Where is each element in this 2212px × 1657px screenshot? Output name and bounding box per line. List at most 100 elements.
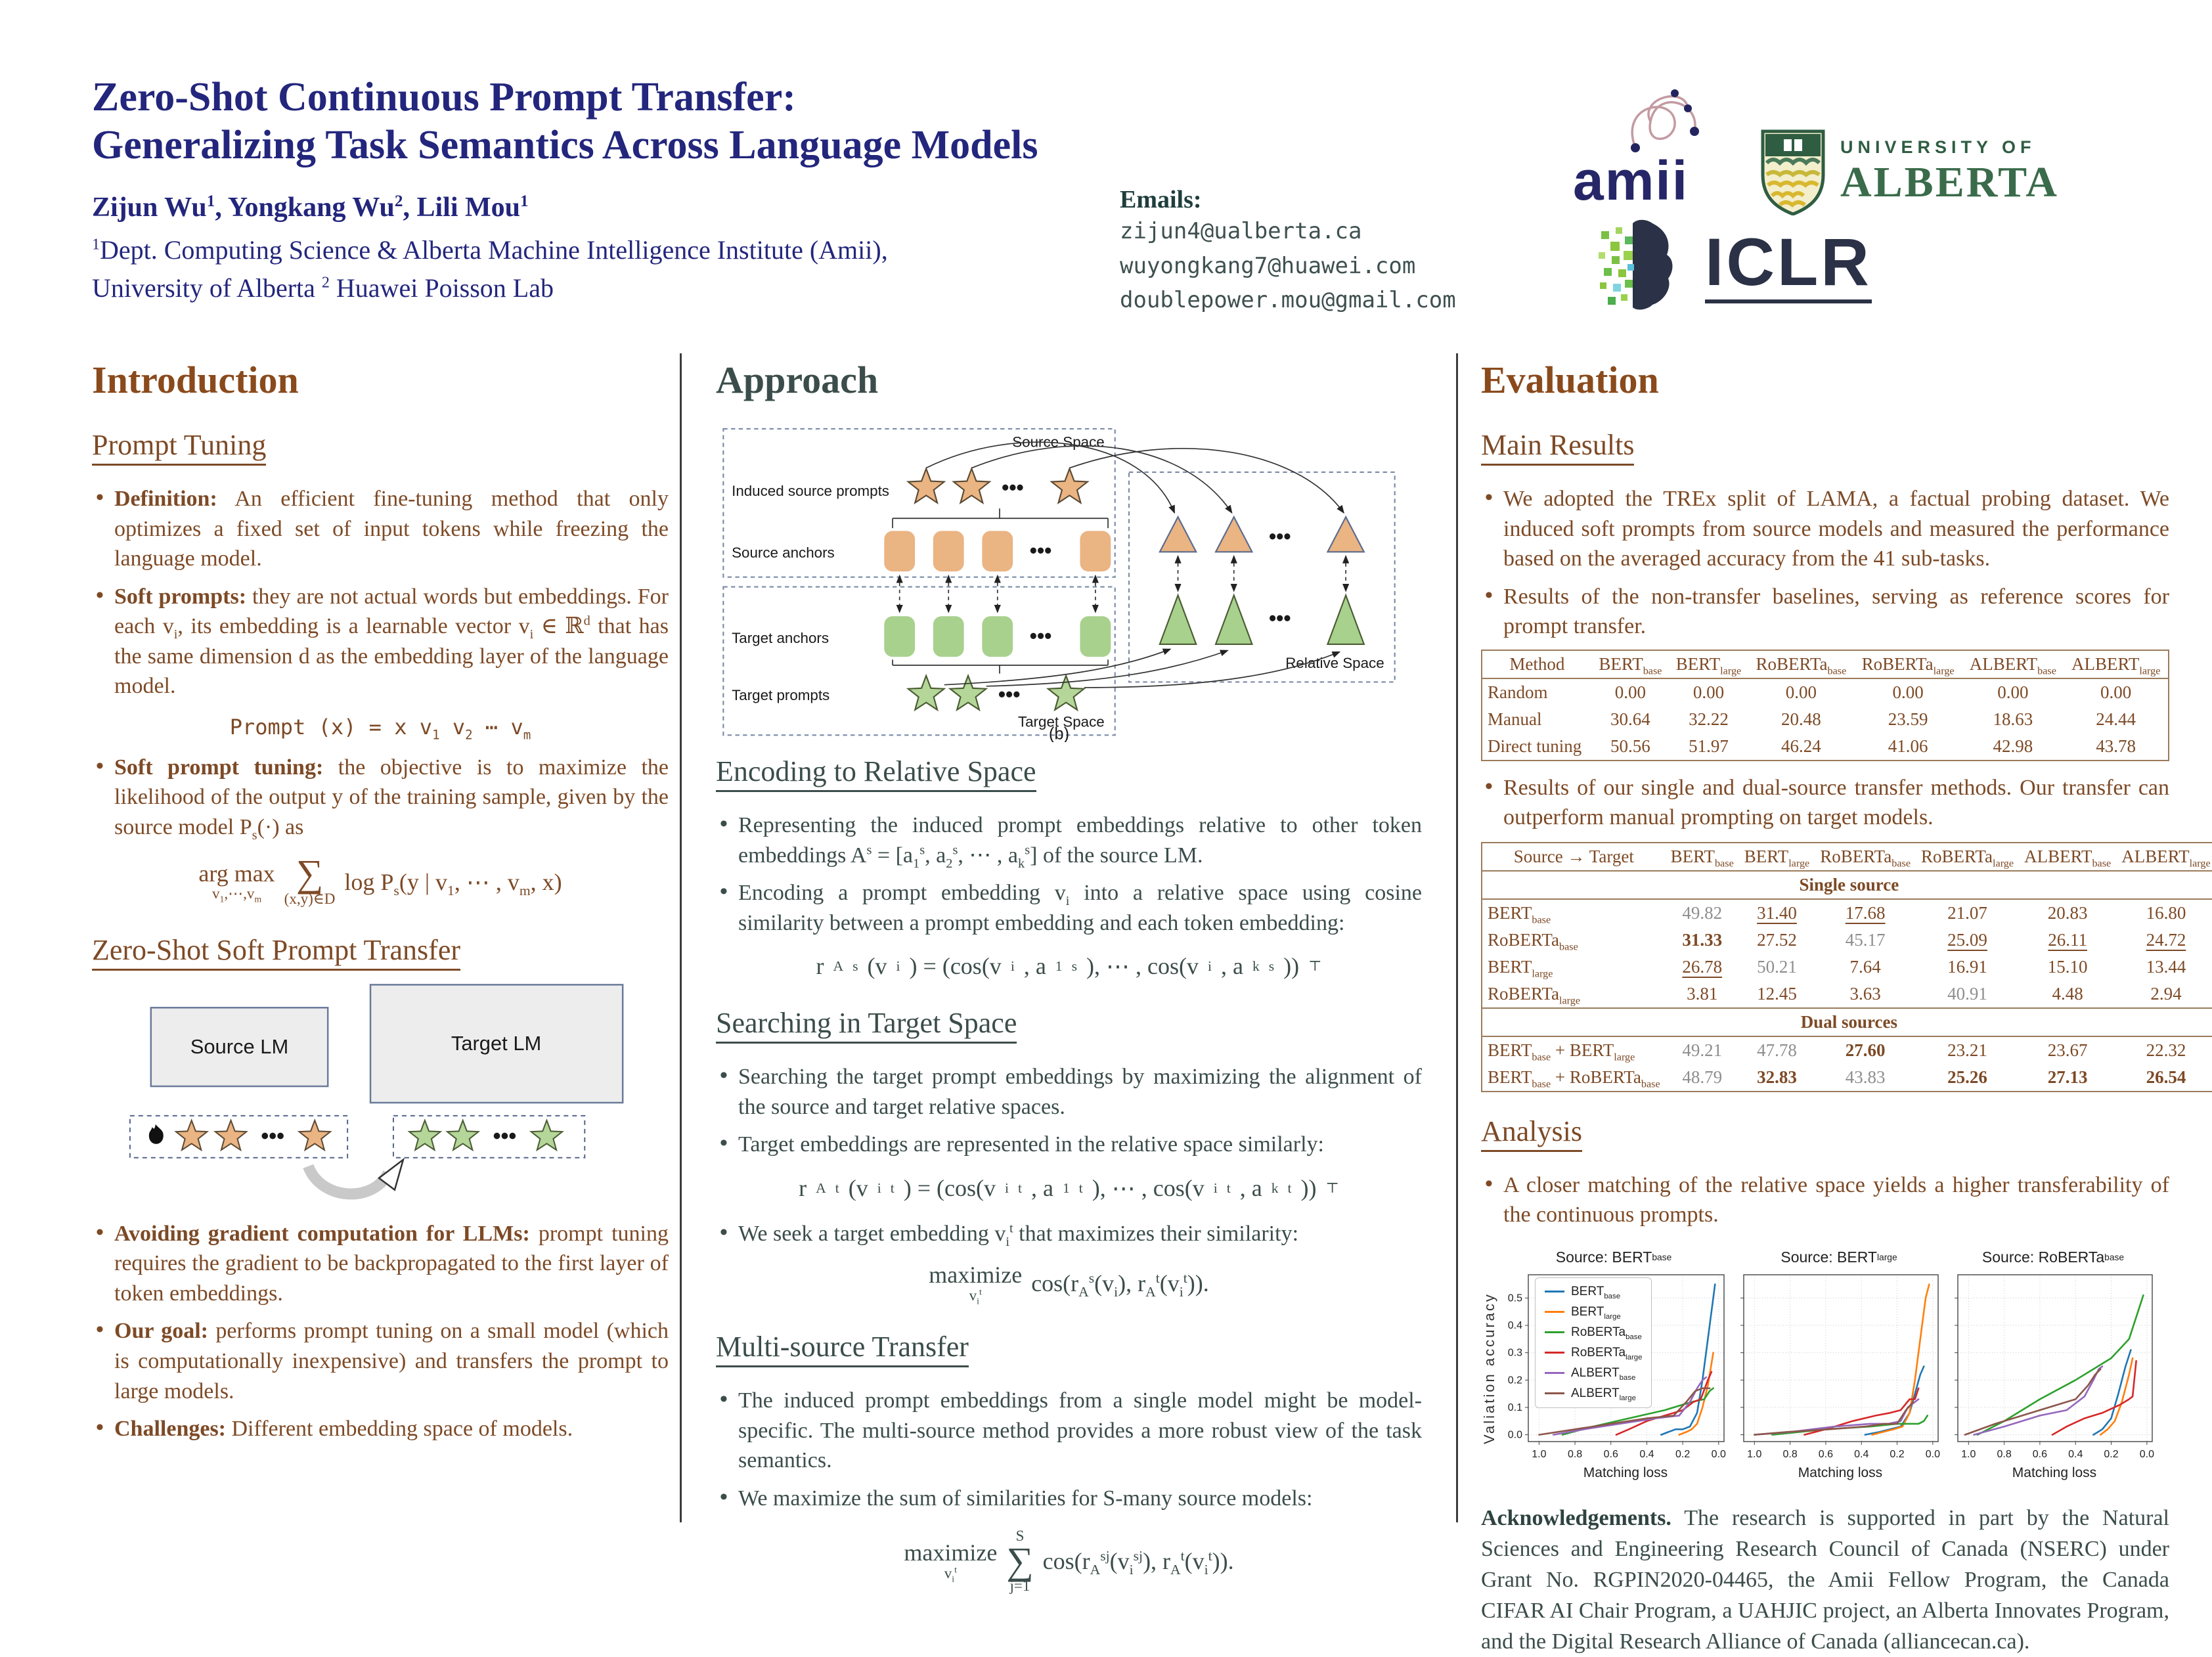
table-row: BERTbase + BERTlarge 49.21 47.78 27.60 23.21… bbox=[1482, 1036, 2212, 1064]
emails-label: Emails: bbox=[1120, 186, 1202, 213]
legend-label: BERTlarge bbox=[1571, 1304, 1621, 1321]
bullet-item: Results of our single and dual-source tr… bbox=[1481, 772, 2169, 833]
bullet-lead: Our goal: bbox=[114, 1319, 208, 1344]
operator: maximize bbox=[904, 1539, 998, 1566]
argmax-equation: arg max v1,⋯,vm ∑ (x,y)∈D log Ps(y | v1, ⋯… bbox=[92, 854, 669, 907]
target-anchors-label: Target anchors bbox=[732, 630, 829, 646]
legend-label: RoBERTabase bbox=[1571, 1325, 1642, 1341]
equation-body: cos(rAsj(visj), rAt(vit)). bbox=[1042, 1547, 1234, 1578]
table-cell: 25.26 bbox=[1947, 1067, 1987, 1087]
table-cell: 27.13 bbox=[2047, 1067, 2088, 1087]
table-cell: 2.94 bbox=[2150, 983, 2182, 1004]
svg-text:•••: ••• bbox=[493, 1124, 517, 1149]
table-group-row: Single source bbox=[1482, 870, 2212, 900]
table-cell: 0.00 bbox=[1614, 682, 1647, 702]
bullet-item: Encoding a prompt embedding vi into a re… bbox=[716, 877, 1422, 938]
source-prompt-star bbox=[213, 1118, 248, 1152]
table-row: BERTlarge 26.78 50.21 7.64 16.91 15.10 13.44 bbox=[1482, 954, 2212, 981]
table-cell: 48.79 bbox=[1682, 1067, 1723, 1087]
bullet-item: Our goal: performs prompt tuning on a sm… bbox=[92, 1315, 669, 1406]
ualberta-shield-icon bbox=[1761, 129, 1825, 215]
axis-tick-label: 0.4 bbox=[2068, 1449, 2083, 1460]
target-anchor bbox=[982, 616, 1013, 657]
table-cell: 26.54 bbox=[2146, 1067, 2186, 1087]
table-header-cell: RoBERTalarge bbox=[1916, 842, 2020, 872]
table-cell: 20.83 bbox=[2047, 902, 2088, 923]
bullet-lead: Challenges: bbox=[114, 1417, 226, 1442]
table-cell: 23.67 bbox=[2047, 1040, 2088, 1060]
table-cell: 30.64 bbox=[1610, 709, 1650, 729]
legend-item: RoBERTalarge bbox=[1545, 1346, 1642, 1361]
chart-title: Source: BERT base bbox=[1555, 1248, 1672, 1266]
axis-tick-label: 0.2 bbox=[2104, 1449, 2118, 1460]
table-cell: 4.48 bbox=[2052, 983, 2083, 1004]
legend-swatch bbox=[1545, 1331, 1564, 1334]
table-cell: 16.80 bbox=[2146, 902, 2186, 923]
table-header-cell: ALBERTlarge bbox=[2064, 650, 2169, 679]
ellipsis: ••• bbox=[1030, 624, 1052, 648]
analysis-chart-panel: Source: RoBERTa base 1.0 0.8 0.6 0.4 0.2 0.0 Mat… bbox=[1949, 1247, 2157, 1481]
table-cell: 51.97 bbox=[1689, 736, 1729, 756]
table-row: RoBERTabase 31.33 27.52 45.17 25.09 26.11 24.7… bbox=[1482, 927, 2212, 954]
axis-tick-label: 0.0 bbox=[1712, 1449, 1726, 1460]
operator-subscript: vit bbox=[944, 1564, 957, 1584]
evaluation-heading: Evaluation bbox=[1481, 359, 1659, 401]
bullet-item: We adopted the TREx split of LAMA, a fac… bbox=[1481, 483, 2169, 574]
sum-subscript: (x,y)∈D bbox=[284, 890, 336, 907]
source-prompt-star bbox=[174, 1118, 210, 1152]
relative-target-triangle bbox=[1159, 593, 1197, 645]
table-cell: 43.83 bbox=[1845, 1067, 1886, 1087]
sum-symbol: ∑ bbox=[1006, 1539, 1034, 1582]
table-row: BERTbase 49.82 31.40 17.68 21.07 20.83 16.80 bbox=[1482, 899, 2212, 927]
target-anchor bbox=[933, 616, 964, 657]
transfer-arrow bbox=[303, 1163, 393, 1200]
operator: maximize bbox=[929, 1262, 1023, 1289]
target-prompt-star bbox=[906, 673, 946, 712]
relative-source-triangle bbox=[1159, 515, 1197, 553]
table-cell: Direct tuning bbox=[1488, 736, 1582, 756]
table-cell: 32.83 bbox=[1757, 1067, 1797, 1087]
poster-title-line2: Generalizing Task Semantics Across Langu… bbox=[92, 123, 1038, 168]
email-address: zijun4@ualberta.ca bbox=[1120, 218, 1362, 244]
table-cell: 13.44 bbox=[2146, 956, 2186, 977]
prompt-equation: Prompt (x) = x v1 v2 ⋯ vm bbox=[229, 714, 531, 743]
axis-tick-label: 0.2 bbox=[1675, 1449, 1690, 1460]
table-cell: 18.63 bbox=[1993, 709, 2033, 729]
table-cell: 24.44 bbox=[2096, 709, 2136, 729]
svg-text:•••: ••• bbox=[261, 1124, 284, 1149]
charts-row: Source: BERT base 1.0 0.8 0.6 0.4 0.2 0.0 0.0 0.1… bbox=[1498, 1247, 2157, 1481]
table-cell: 0.00 bbox=[1997, 682, 2029, 702]
table-row: RoBERTalarge 3.81 12.45 3.63 40.91 4.48 2.94 bbox=[1482, 981, 2212, 1008]
evaluation-column: Evaluation Main Results We adopted the T… bbox=[1481, 358, 2212, 1657]
legend-swatch bbox=[1545, 1392, 1564, 1395]
table-cell: 31.40 bbox=[1757, 902, 1797, 923]
table-header-cell: Method bbox=[1482, 650, 1592, 679]
table-cell: 32.22 bbox=[1689, 709, 1729, 729]
table-cell: 0.00 bbox=[1785, 682, 1817, 702]
table-cell: 21.07 bbox=[1947, 902, 1987, 923]
axis-tick-label: 0.6 bbox=[1604, 1449, 1618, 1460]
relative-space-figure: Source Space Induced source prompts ••• … bbox=[722, 428, 1396, 743]
axis-tick-label: 0.2 bbox=[1508, 1375, 1522, 1386]
analysis-chart-panel: Source: BERT large 1.0 0.8 0.6 0.4 0.2 0.0 Match… bbox=[1735, 1247, 1943, 1481]
table-row-label: BERTbase bbox=[1488, 902, 1551, 926]
legend-swatch bbox=[1545, 1352, 1564, 1354]
relative-target-triangle bbox=[1326, 593, 1365, 645]
relative-target-triangle bbox=[1214, 593, 1253, 645]
poster-title-line1: Zero-Shot Continuous Prompt Transfer: bbox=[92, 75, 796, 120]
sum-lower-limit: j=1 bbox=[1009, 1577, 1030, 1594]
axis-tick-label: 0.4 bbox=[1854, 1449, 1869, 1460]
email-address: doublepower.mou@gmail.com bbox=[1120, 287, 1456, 314]
bullet-item: Soft prompts: they are not actual words … bbox=[92, 581, 669, 701]
axis-tick-label: 0.1 bbox=[1508, 1402, 1522, 1413]
maximize-equation: maximize vit cos(rAs(vi), rAt(vit)). bbox=[716, 1262, 1422, 1306]
target-prompt-star bbox=[948, 673, 988, 712]
chart-plot: 1.0 0.8 0.6 0.4 0.2 0.0 bbox=[1955, 1274, 2154, 1460]
table-cell: 40.91 bbox=[1947, 983, 1987, 1004]
operator-subscript: vit bbox=[969, 1287, 982, 1306]
chart-line-BERTlarge bbox=[1871, 1283, 1930, 1436]
table-cell: 23.21 bbox=[1947, 1040, 1987, 1060]
table-cell: 27.60 bbox=[1845, 1040, 1886, 1060]
x-axis-label: Matching loss bbox=[2012, 1465, 2097, 1480]
